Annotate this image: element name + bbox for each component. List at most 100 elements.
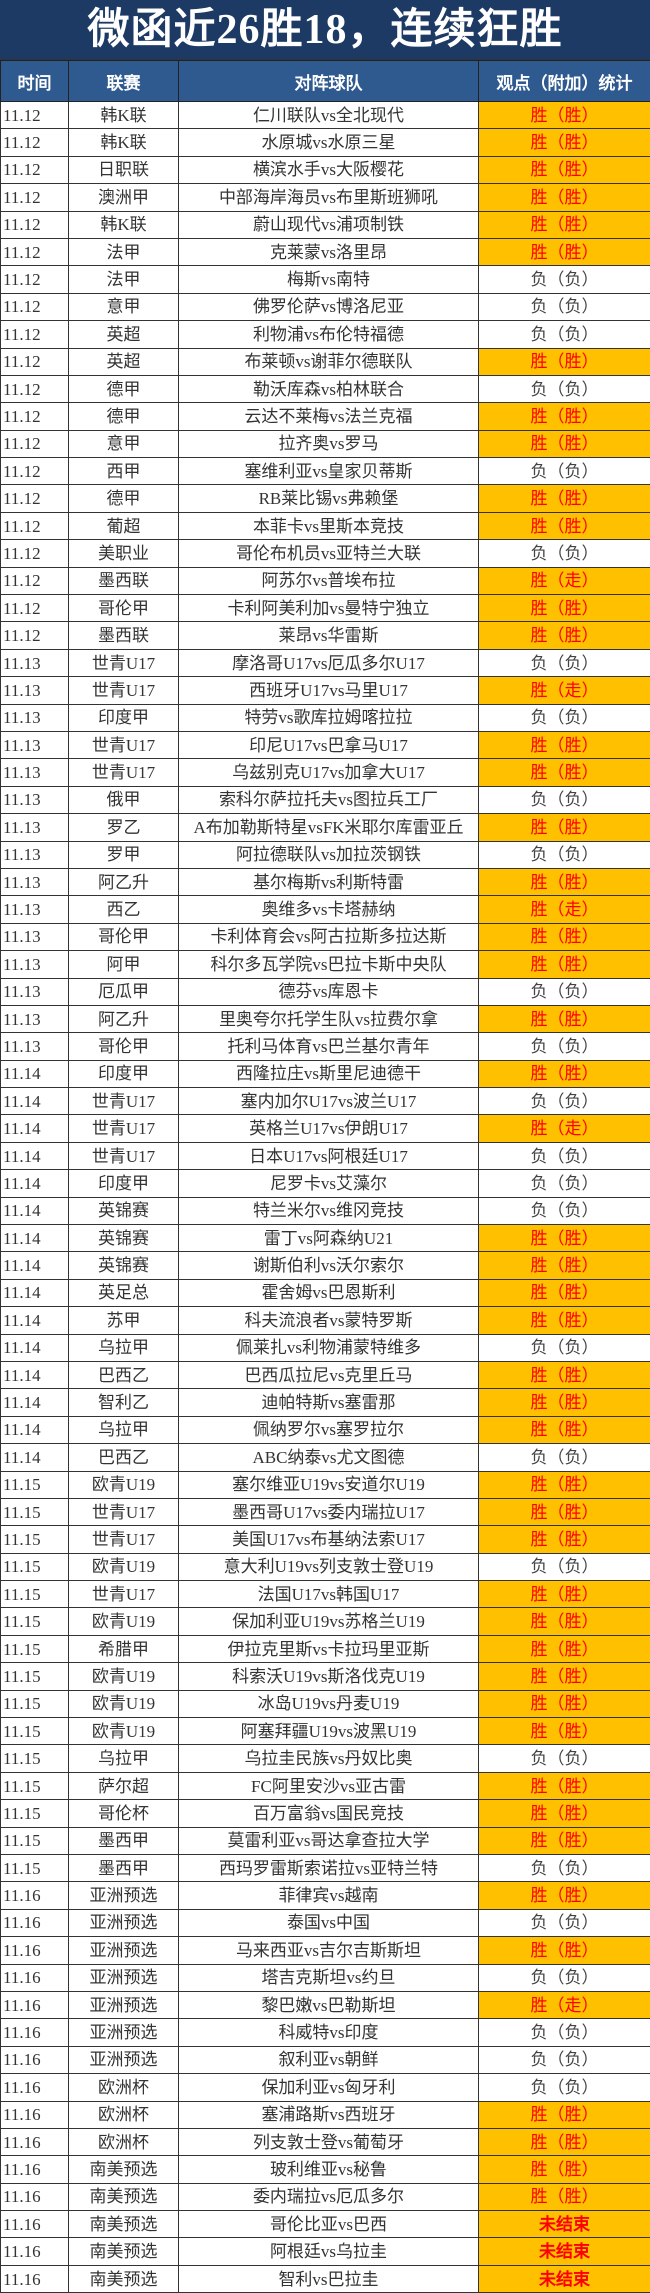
result-cell: 未结束 bbox=[479, 2265, 650, 2292]
date-cell: 11.14 bbox=[1, 1197, 69, 1224]
date-cell: 11.12 bbox=[1, 102, 69, 129]
match-cell: 托利马体育vs巴兰基尔青年 bbox=[179, 1033, 479, 1060]
match-cell: 哥伦布机员vs亚特兰大联 bbox=[179, 540, 479, 567]
result-cell: 胜（胜） bbox=[479, 156, 650, 183]
league-cell: 德甲 bbox=[69, 485, 179, 512]
result-cell: 负（负） bbox=[479, 1964, 650, 1991]
league-cell: 英超 bbox=[69, 321, 179, 348]
league-cell: 韩K联 bbox=[69, 211, 179, 238]
result-cell: 负（负） bbox=[479, 978, 650, 1005]
league-cell: 智利乙 bbox=[69, 1389, 179, 1416]
date-cell: 11.16 bbox=[1, 2156, 69, 2183]
match-cell: 科尔多瓦学院vs巴拉卡斯中央队 bbox=[179, 951, 479, 978]
match-cell: 特劳vs歌库拉姆喀拉拉 bbox=[179, 704, 479, 731]
date-cell: 11.14 bbox=[1, 1142, 69, 1169]
league-cell: 欧洲杯 bbox=[69, 2128, 179, 2155]
match-cell: 西玛罗雷斯索诺拉vs亚特兰特 bbox=[179, 1855, 479, 1882]
result-cell: 负（负） bbox=[479, 458, 650, 485]
date-cell: 11.15 bbox=[1, 1526, 69, 1553]
date-cell: 11.14 bbox=[1, 1361, 69, 1388]
match-cell: 保加利亚vs匈牙利 bbox=[179, 2074, 479, 2101]
league-cell: 世青U17 bbox=[69, 1581, 179, 1608]
date-cell: 11.16 bbox=[1, 2238, 69, 2265]
league-cell: 乌拉甲 bbox=[69, 1416, 179, 1443]
league-cell: 意甲 bbox=[69, 293, 179, 320]
result-cell: 胜（胜） bbox=[479, 595, 650, 622]
league-cell: 南美预选 bbox=[69, 2183, 179, 2210]
date-cell: 11.16 bbox=[1, 1964, 69, 1991]
match-cell: 阿苏尔vs普埃布拉 bbox=[179, 567, 479, 594]
league-cell: 法甲 bbox=[69, 238, 179, 265]
date-cell: 11.12 bbox=[1, 622, 69, 649]
league-cell: 世青U17 bbox=[69, 1526, 179, 1553]
date-cell: 11.12 bbox=[1, 266, 69, 293]
match-cell: 索科尔萨拉托夫vs图拉兵工厂 bbox=[179, 786, 479, 813]
match-cell: 列支敦士登vs葡萄牙 bbox=[179, 2128, 479, 2155]
match-cell: 勒沃库森vs柏林联合 bbox=[179, 375, 479, 402]
league-cell: 哥伦杯 bbox=[69, 1800, 179, 1827]
result-cell: 胜（胜） bbox=[479, 731, 650, 758]
league-cell: 英足总 bbox=[69, 1279, 179, 1306]
match-cell: 横滨水手vs大阪樱花 bbox=[179, 156, 479, 183]
league-cell: 意甲 bbox=[69, 430, 179, 457]
result-cell: 负（负） bbox=[479, 266, 650, 293]
result-cell: 胜（胜） bbox=[479, 1361, 650, 1388]
date-cell: 11.14 bbox=[1, 1389, 69, 1416]
date-cell: 11.15 bbox=[1, 1690, 69, 1717]
league-cell: 阿乙升 bbox=[69, 1005, 179, 1032]
date-cell: 11.13 bbox=[1, 649, 69, 676]
result-cell: 胜（胜） bbox=[479, 951, 650, 978]
league-cell: 欧青U19 bbox=[69, 1663, 179, 1690]
match-cell: 墨西哥U17vs委内瑞拉U17 bbox=[179, 1498, 479, 1525]
league-cell: 欧青U19 bbox=[69, 1690, 179, 1717]
match-cell: 委内瑞拉vs厄瓜多尔 bbox=[179, 2183, 479, 2210]
date-cell: 11.14 bbox=[1, 1279, 69, 1306]
league-cell: 韩K联 bbox=[69, 129, 179, 156]
match-cell: 霍舍姆vs巴恩斯利 bbox=[179, 1279, 479, 1306]
date-cell: 11.12 bbox=[1, 595, 69, 622]
date-cell: 11.12 bbox=[1, 375, 69, 402]
result-cell: 胜（胜） bbox=[479, 1389, 650, 1416]
league-cell: 欧青U19 bbox=[69, 1553, 179, 1580]
result-cell: 胜（胜） bbox=[479, 1635, 650, 1662]
result-cell: 胜（胜） bbox=[479, 1307, 650, 1334]
date-cell: 11.13 bbox=[1, 704, 69, 731]
league-cell: 韩K联 bbox=[69, 102, 179, 129]
match-cell: 菲律宾vs越南 bbox=[179, 1882, 479, 1909]
match-cell: 梅斯vs南特 bbox=[179, 266, 479, 293]
date-cell: 11.15 bbox=[1, 1745, 69, 1772]
result-cell: 负（负） bbox=[479, 1033, 650, 1060]
match-cell: 本菲卡vs里斯本竞技 bbox=[179, 512, 479, 539]
date-cell: 11.15 bbox=[1, 1800, 69, 1827]
date-cell: 11.15 bbox=[1, 1718, 69, 1745]
date-cell: 11.12 bbox=[1, 156, 69, 183]
match-cell: 莫雷利亚vs哥达拿查拉大学 bbox=[179, 1827, 479, 1854]
header-date: 时间 bbox=[1, 61, 69, 102]
league-cell: 英超 bbox=[69, 348, 179, 375]
date-cell: 11.14 bbox=[1, 1307, 69, 1334]
league-cell: 亚洲预选 bbox=[69, 1882, 179, 1909]
league-cell: 乌拉甲 bbox=[69, 1745, 179, 1772]
result-cell: 胜（胜） bbox=[479, 622, 650, 649]
league-cell: 亚洲预选 bbox=[69, 1964, 179, 1991]
result-cell: 胜（胜） bbox=[479, 1690, 650, 1717]
match-cell: 卡利阿美利加vs曼特宁独立 bbox=[179, 595, 479, 622]
match-cell: 迪帕特斯vs塞雷那 bbox=[179, 1389, 479, 1416]
league-cell: 印度甲 bbox=[69, 1170, 179, 1197]
result-cell: 负（负） bbox=[479, 1197, 650, 1224]
